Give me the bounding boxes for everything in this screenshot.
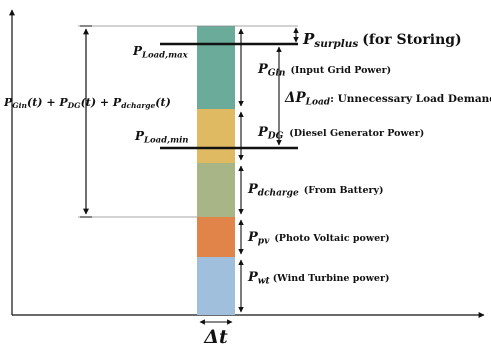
delta-load-label: ΔPLoad: Unnecessary Load Demand xyxy=(284,90,491,108)
surplus-label: Psurplus (for Storing) xyxy=(302,30,462,50)
segment-gin xyxy=(197,26,235,109)
segment-pv xyxy=(197,217,235,257)
segment-dcharge xyxy=(197,163,235,217)
gin-label: PGin (Input Grid Power) xyxy=(257,62,391,79)
dg-label: PDG (Diesel Generator Power) xyxy=(257,125,424,142)
load-min-label: PLoad,min xyxy=(134,129,189,146)
sum-formula-label: PGin(t) + PDG(t) + Pdcharge(t) xyxy=(3,96,171,110)
load-max-label: PLoad,max xyxy=(132,44,189,61)
segment-wt xyxy=(197,257,235,315)
segment-dg xyxy=(197,109,235,163)
dcharge-label: Pdcharge (From Battery) xyxy=(247,182,384,199)
wt-label: Pwt (Wind Turbine power) xyxy=(247,270,389,287)
pv-label: Ppv (Photo Voltaic power) xyxy=(247,230,390,247)
delta-t-label: Δt xyxy=(203,326,228,347)
